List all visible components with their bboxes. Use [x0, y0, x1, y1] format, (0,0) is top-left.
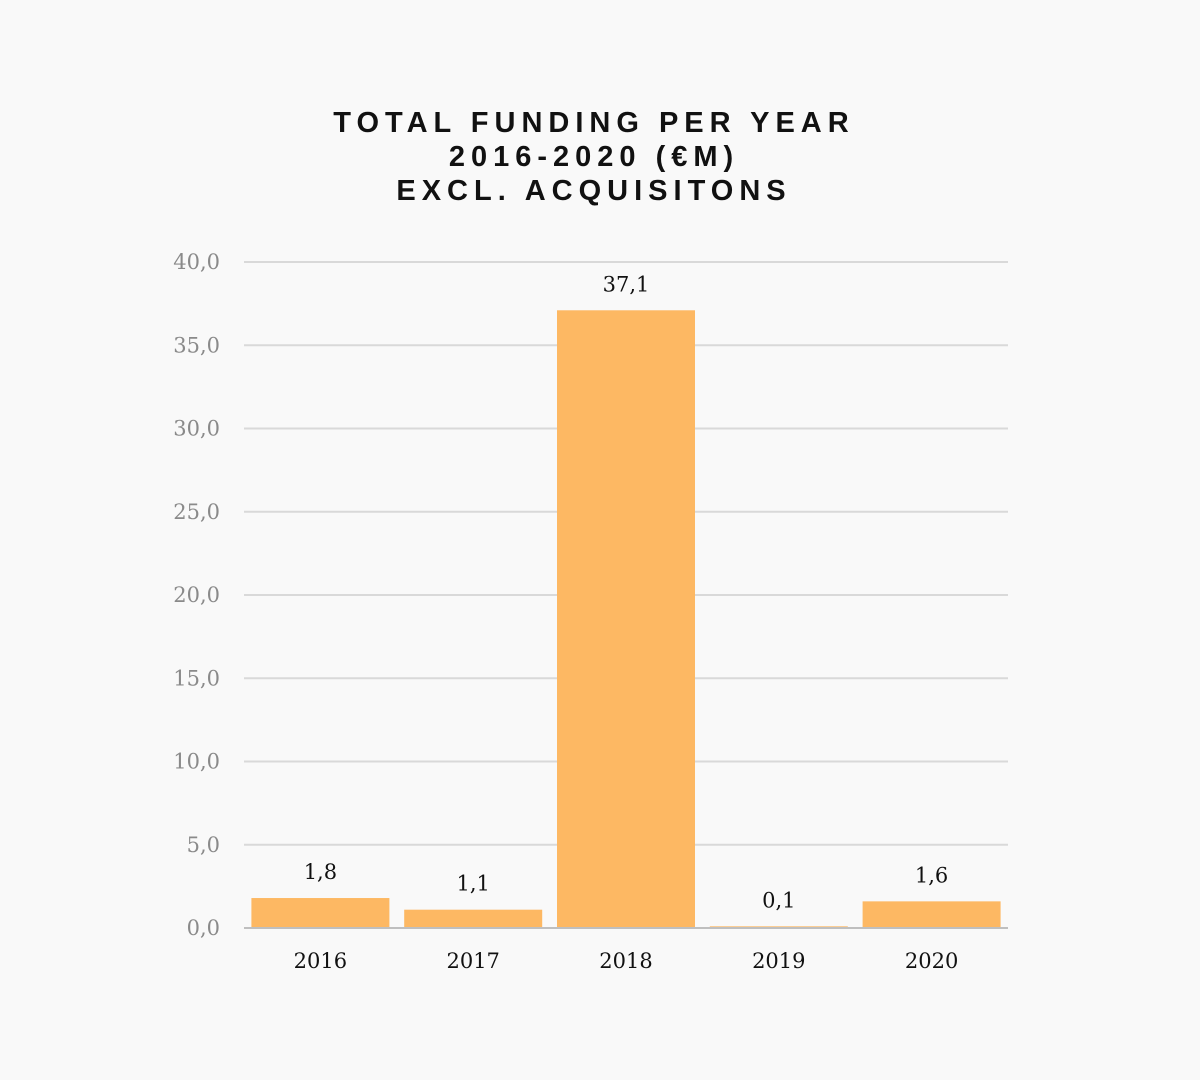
y-tick-label: 30,0: [173, 417, 220, 441]
data-label-2017: 1,1: [456, 872, 489, 896]
y-tick-label: 20,0: [173, 583, 220, 607]
bars: [251, 310, 1001, 928]
x-tick-label-2016: 2016: [294, 949, 347, 973]
chart-title-line-1: TOTAL FUNDING PER YEAR: [333, 107, 855, 139]
data-label-2016: 1,8: [304, 860, 337, 884]
data-label-2019: 0,1: [762, 888, 795, 912]
x-axis: 2016 2017 2018 2019 2020: [244, 927, 1008, 973]
x-tick-label-2019: 2019: [752, 949, 805, 973]
y-tick-label: 5,0: [187, 833, 220, 857]
y-tick-label: 25,0: [173, 500, 220, 524]
y-tick-label: 0,0: [187, 916, 220, 940]
y-tick-label: 15,0: [173, 666, 220, 690]
data-label-2018: 37,1: [603, 272, 650, 296]
bar-2018: [557, 310, 695, 928]
bar-2016: [251, 898, 390, 928]
bar-2020: [862, 901, 1001, 928]
y-tick-label: 40,0: [173, 250, 220, 274]
chart-title: TOTAL FUNDING PER YEAR 2016-2020 (€M) EX…: [0, 106, 1188, 208]
bar-2017: [404, 909, 543, 928]
data-labels: 1,8 1,1 37,1 0,1 1,6: [304, 272, 949, 912]
chart-title-line-2: 2016-2020 (€M): [448, 141, 740, 173]
y-tick-label: 35,0: [173, 333, 220, 357]
data-label-2020: 1,6: [915, 863, 948, 887]
y-axis-ticks: 0,0 5,0 10,0 15,0 20,0 25,0 30,0 35,0 40,0: [173, 250, 220, 940]
y-tick-label: 10,0: [173, 750, 220, 774]
x-tick-label-2017: 2017: [446, 949, 499, 973]
chart-title-line-3: EXCL. ACQUISITONS: [396, 175, 792, 207]
x-tick-label-2020: 2020: [905, 949, 958, 973]
x-tick-label-2018: 2018: [599, 949, 652, 973]
